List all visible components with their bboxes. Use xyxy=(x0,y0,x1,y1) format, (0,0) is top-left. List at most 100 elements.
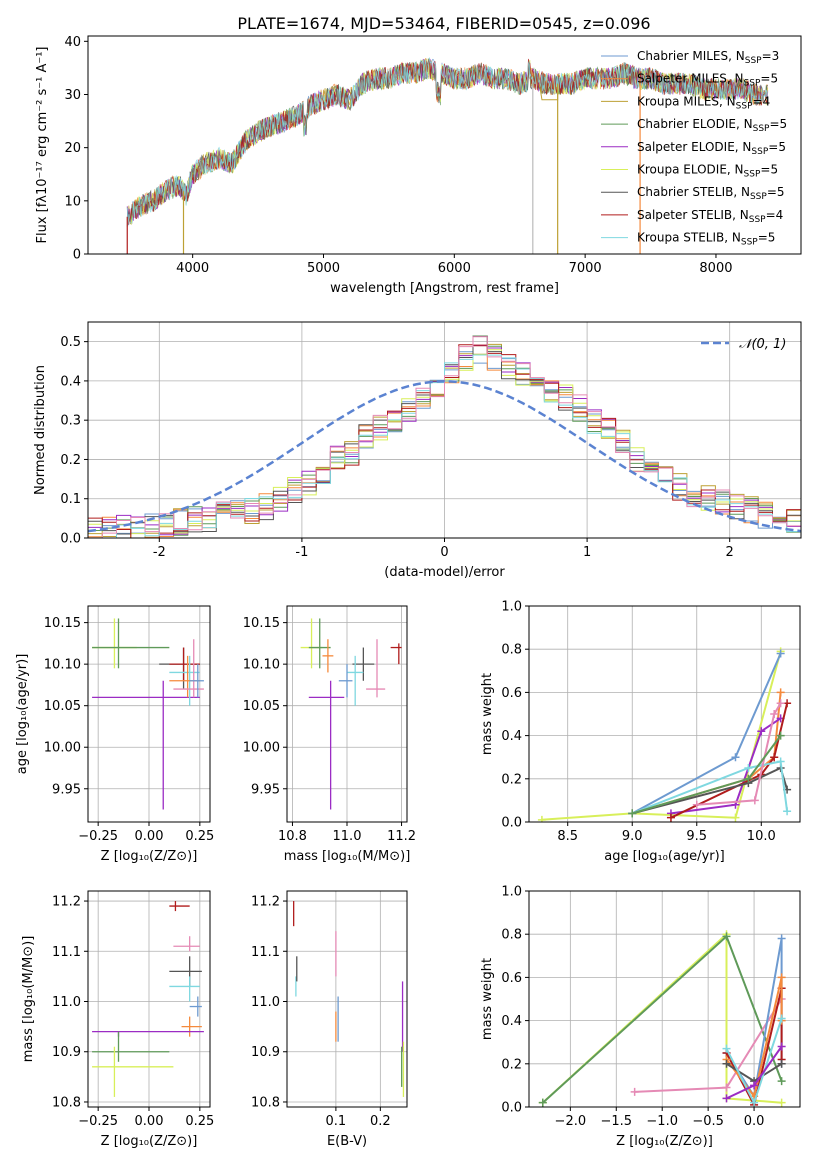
legend-label-tail: =5 xyxy=(760,72,778,86)
legend-label-sub: SSP xyxy=(750,192,767,202)
y-tick-label: 10.15 xyxy=(44,616,81,631)
mass-weight-marker xyxy=(770,710,779,718)
y-tick-label: 0.4 xyxy=(60,374,81,389)
y-tick-label: 0.2 xyxy=(501,772,522,787)
x-tick-label: -1 xyxy=(295,545,308,560)
mass-weight-marker xyxy=(731,753,740,762)
errorbar-point xyxy=(169,976,200,1002)
errorbar-point xyxy=(92,680,200,810)
x-axis-label: mass [log₁₀(M/M⊙)] xyxy=(284,849,411,864)
x-tick-label: 0.0 xyxy=(744,1114,765,1129)
mass-weight-marker xyxy=(776,757,785,766)
y-tick-label: 0.3 xyxy=(60,414,81,429)
legend-label-sub: SSP xyxy=(744,170,761,180)
spectrum-series-line xyxy=(126,58,769,225)
histogram-series-step xyxy=(88,336,801,538)
mass-weight-marker xyxy=(722,1094,731,1103)
errorbar-point xyxy=(92,1031,204,1037)
x-tick-label: 0.00 xyxy=(135,1114,164,1129)
mass-weight-marker xyxy=(776,649,785,658)
legend-label: Kroupa STELIB, NSSP=5 xyxy=(637,231,775,248)
mass-weight-marker xyxy=(776,699,785,708)
x-axis-label: Z [log₁₀(Z/Z⊙)] xyxy=(616,1134,713,1149)
legend-label-tail: =5 xyxy=(758,231,776,245)
mass-weight-lines xyxy=(537,647,792,822)
y-axis-label: Normed distribution xyxy=(33,365,48,495)
x-axis-label: Z [log₁₀(Z/Z⊙)] xyxy=(101,1134,198,1149)
mass-weight-marker xyxy=(777,1059,786,1068)
y-axis-label: age [log₁₀(age/yr)] xyxy=(15,654,30,775)
errorbar-points xyxy=(92,901,204,1097)
legend-label-sub: SSP xyxy=(745,56,762,66)
legend-label: Chabrier ELODIE, NSSP=5 xyxy=(637,117,787,134)
x-axis-label: wavelength [Angstrom, rest frame] xyxy=(330,281,559,296)
x-tick-label: 1 xyxy=(583,545,591,560)
mass-weight-series-line xyxy=(631,692,782,815)
y-tick-label: 10.10 xyxy=(44,658,81,673)
y-tick-label: 40 xyxy=(64,35,81,50)
errorbar-point xyxy=(92,1046,174,1097)
histogram-legend: 𝒩(0, 1) xyxy=(701,337,786,352)
mass-weight-marker xyxy=(722,1044,731,1053)
x-tick-label: 0.00 xyxy=(135,829,164,844)
y-tick-label: 0.1 xyxy=(60,492,81,507)
x-tick-label: −0.25 xyxy=(78,829,118,844)
x-tick-label: 8000 xyxy=(699,261,732,276)
mass-weight-marker xyxy=(776,688,785,697)
y-axis-label: mass [log₁₀(M/M⊙)] xyxy=(21,936,36,1063)
errorbar-point xyxy=(181,1016,202,1037)
x-tick-label: 7000 xyxy=(569,261,602,276)
normal-curve xyxy=(88,380,801,533)
axes-frame xyxy=(87,605,211,823)
x-tick-label: −2.0 xyxy=(555,1114,587,1129)
x-tick-label: 5000 xyxy=(307,261,340,276)
mass-weight-marker xyxy=(757,727,766,736)
mass-vs-ebv-panel: 0.1 0.2 10.8 10.9 11.0 11.1 11.2 E(B-V) xyxy=(251,890,408,1149)
x-tick-label: 0.1 xyxy=(326,1114,347,1129)
y-tick-label: 10.15 xyxy=(243,616,280,631)
legend-label-tail: =5 xyxy=(760,163,778,177)
axes-frame xyxy=(528,890,801,1108)
y-tick-label: 11.1 xyxy=(52,945,81,960)
y-tick-label: 1.0 xyxy=(501,885,522,900)
x-axis-label: Z [log₁₀(Z/Z⊙)] xyxy=(101,849,198,864)
y-tick-label: 11.2 xyxy=(52,895,81,910)
y-tick-label: 0.2 xyxy=(501,1057,522,1072)
x-tick-label: 11.2 xyxy=(387,829,416,844)
y-tick-label: 11.2 xyxy=(251,895,280,910)
x-tick-label: 8.5 xyxy=(557,829,578,844)
legend-label-sub: SSP xyxy=(741,238,758,248)
errorbar-point xyxy=(308,680,345,810)
legend-label-tail: =4 xyxy=(753,94,771,108)
x-tick-label: 10.0 xyxy=(747,829,776,844)
legend-label: Salpeter MILES, NSSP=5 xyxy=(637,72,778,89)
y-tick-label: 10.9 xyxy=(52,1045,81,1060)
spectrum-panel: 4000 5000 6000 7000 8000 0 10 20 30 40 wavelength … xyxy=(35,35,802,296)
y-tick-label: 0.4 xyxy=(501,729,522,744)
legend-label-tail: =5 xyxy=(767,185,785,199)
legend-label: Kroupa MILES, NSSP=4 xyxy=(637,94,770,111)
legend-label: Chabrier STELIB, NSSP=5 xyxy=(637,185,785,202)
errorbar-point xyxy=(390,643,402,665)
mass-weight-marker xyxy=(722,1059,731,1068)
legend-label: Chabrier MILES, NSSP=3 xyxy=(637,49,779,66)
y-tick-label: 10.8 xyxy=(52,1095,81,1110)
mass-weight-marker xyxy=(692,800,701,809)
y-tick-label: 10.10 xyxy=(243,658,280,673)
x-tick-label: 0.25 xyxy=(185,829,214,844)
x-tick-label: 9.5 xyxy=(686,829,707,844)
x-tick-label: 2 xyxy=(726,545,734,560)
errorbar-point xyxy=(92,1031,170,1062)
mass-weight-marker xyxy=(783,807,792,816)
mass-weight-series-line xyxy=(670,702,789,819)
x-tick-label: −0.5 xyxy=(692,1114,724,1129)
x-tick-label: 11.0 xyxy=(333,829,362,844)
errorbar-points xyxy=(300,618,402,810)
x-tick-label: −1.0 xyxy=(646,1114,678,1129)
mass-weight-vs-metallicity-panel: −2.0 −1.5 −1.0 −0.5 0.0 0.0 0.2 0.4 0.6 0.8 1.0 Z [… xyxy=(480,885,801,1149)
mass-weight-series-line xyxy=(541,651,782,821)
axes-frame xyxy=(87,35,802,255)
y-tick-label: 9.95 xyxy=(251,782,280,797)
errorbar-point xyxy=(169,901,190,912)
